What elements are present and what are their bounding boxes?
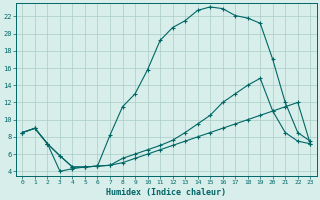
- X-axis label: Humidex (Indice chaleur): Humidex (Indice chaleur): [106, 188, 226, 197]
